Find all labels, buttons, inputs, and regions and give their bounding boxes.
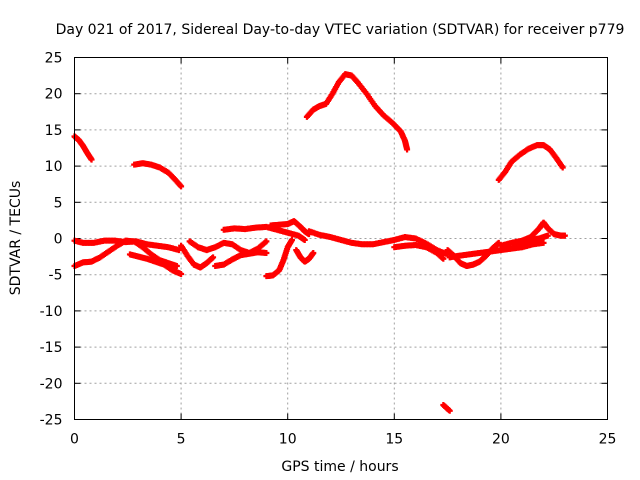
data-point bbox=[440, 255, 447, 262]
x-tick-label: 5 bbox=[177, 432, 186, 448]
y-tick-label: -5 bbox=[49, 268, 63, 284]
series-arc-2 bbox=[131, 160, 185, 190]
y-tick-label: -10 bbox=[40, 304, 63, 320]
data-point bbox=[540, 239, 547, 246]
y-tick-label: 10 bbox=[45, 159, 63, 175]
x-tick-label: 10 bbox=[279, 432, 297, 448]
data-point bbox=[178, 270, 185, 277]
series-arc-15 bbox=[293, 247, 317, 265]
series-arc-21 bbox=[510, 232, 551, 248]
data-points bbox=[71, 71, 568, 414]
data-point bbox=[559, 164, 566, 171]
series-arc-7 bbox=[71, 237, 180, 270]
series-arc-16 bbox=[306, 228, 451, 258]
x-tick-label: 25 bbox=[599, 432, 617, 448]
data-point bbox=[544, 232, 551, 239]
series-arc-11 bbox=[212, 249, 270, 270]
x-axis-label: GPS time / hours bbox=[281, 459, 398, 475]
series-arc-5 bbox=[440, 402, 453, 414]
series-arc-4 bbox=[495, 142, 566, 183]
data-point bbox=[404, 146, 411, 153]
series-arc-8 bbox=[126, 251, 185, 277]
data-point bbox=[173, 263, 180, 270]
data-point bbox=[263, 238, 270, 245]
data-point bbox=[310, 249, 317, 256]
y-tick-label: 15 bbox=[45, 123, 63, 139]
data-point bbox=[210, 254, 217, 261]
y-axis-label: SDTVAR / TECUs bbox=[8, 181, 24, 296]
data-point bbox=[446, 407, 453, 414]
y-tick-label: 20 bbox=[45, 87, 63, 103]
data-point bbox=[263, 249, 270, 256]
x-tick-label: 20 bbox=[492, 432, 510, 448]
data-point bbox=[178, 183, 185, 190]
series-arc-19 bbox=[446, 239, 547, 261]
series-arc-9 bbox=[178, 242, 217, 271]
data-point bbox=[561, 232, 568, 239]
y-tick-label: 25 bbox=[45, 51, 63, 67]
x-tick-label: 0 bbox=[70, 432, 79, 448]
y-tick-label: 5 bbox=[54, 195, 63, 211]
series-arc-17 bbox=[391, 242, 447, 262]
plot-frame bbox=[74, 57, 608, 420]
series-arc-12 bbox=[263, 236, 295, 280]
y-tick-label: -25 bbox=[40, 413, 63, 429]
data-point bbox=[301, 236, 308, 243]
y-tick-labels: -25 -20 -15 -10 -5 0 5 10 15 20 25 bbox=[40, 51, 63, 429]
x-tick-label: 15 bbox=[385, 432, 403, 448]
y-tick-label: -20 bbox=[40, 376, 63, 392]
data-point bbox=[288, 236, 295, 243]
y-tick-label: -15 bbox=[40, 340, 63, 356]
y-tick-label: 0 bbox=[54, 232, 63, 248]
data-point bbox=[88, 156, 95, 163]
x-tick-labels: 0 5 10 15 20 25 bbox=[70, 432, 616, 448]
series-arc-3 bbox=[303, 71, 411, 153]
chart-title: Day 021 of 2017, Sidereal Day-to-day VTE… bbox=[56, 22, 625, 38]
